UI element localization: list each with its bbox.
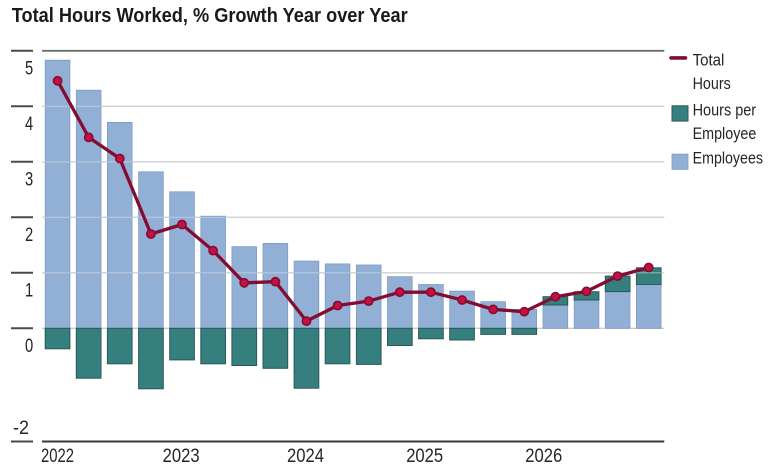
svg-text:Total Hours Worked, % Growth Y: Total Hours Worked, % Growth Year over Y…: [12, 5, 408, 27]
svg-text:2026: 2026: [525, 445, 562, 467]
svg-text:2024: 2024: [287, 445, 324, 467]
svg-text:Hours: Hours: [693, 74, 731, 93]
svg-text:2025: 2025: [406, 445, 443, 467]
svg-text:2023: 2023: [163, 445, 200, 467]
svg-text:Employees: Employees: [693, 149, 763, 168]
svg-text:2022: 2022: [41, 445, 74, 467]
svg-text:1: 1: [25, 280, 33, 302]
svg-text:5: 5: [25, 58, 33, 80]
svg-text:Total: Total: [693, 51, 725, 70]
svg-text:3: 3: [25, 169, 33, 191]
svg-text:Employee: Employee: [693, 124, 757, 143]
svg-text:Hours per: Hours per: [693, 100, 757, 119]
svg-text:4: 4: [25, 113, 33, 135]
svg-text:2: 2: [25, 224, 33, 246]
svg-text:0: 0: [25, 335, 33, 357]
svg-text:-2: -2: [13, 417, 29, 439]
